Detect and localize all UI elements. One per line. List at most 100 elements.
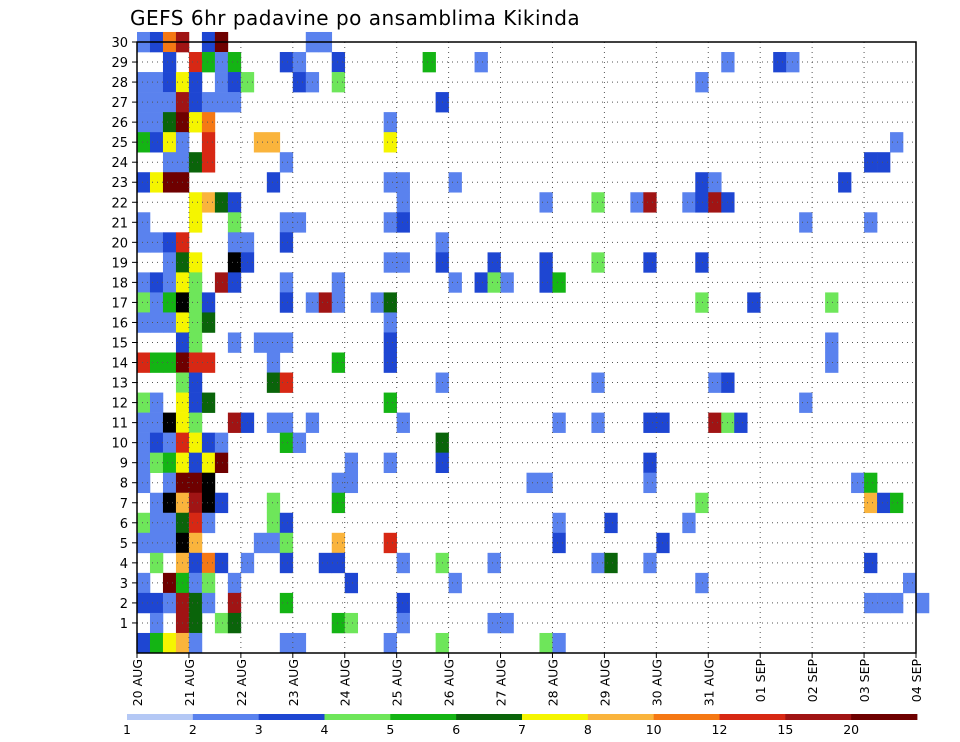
heatmap-cell xyxy=(396,412,410,433)
heatmap-cell xyxy=(383,392,397,413)
heatmap-cell xyxy=(188,452,203,474)
heatmap-cell xyxy=(201,132,216,153)
heatmap-cell xyxy=(188,72,203,93)
colorbar-label: 12 xyxy=(712,722,728,737)
heatmap-cell xyxy=(201,112,216,133)
heatmap-cell xyxy=(864,152,878,173)
heatmap-cell xyxy=(643,412,657,433)
y-tick-label: 20 xyxy=(111,236,128,251)
colorbar-swatch xyxy=(127,714,194,720)
heatmap-cell xyxy=(227,232,242,253)
heatmap-cell xyxy=(188,592,203,614)
heatmap-cell xyxy=(149,312,164,333)
heatmap-cell xyxy=(227,592,242,614)
heatmap-cell xyxy=(188,212,203,233)
heatmap-cell xyxy=(149,172,164,193)
heatmap-cell xyxy=(214,272,229,293)
heatmap-cell xyxy=(448,172,462,193)
x-tick-label: 02 SEP xyxy=(805,659,820,703)
heatmap-cell xyxy=(149,612,164,634)
colorbar-label: 3 xyxy=(255,722,263,737)
heatmap-cell xyxy=(137,292,151,313)
heatmap-cell xyxy=(188,92,203,113)
colorbar-label: 15 xyxy=(777,722,793,737)
heatmap-cell xyxy=(137,432,151,453)
heatmap-cell xyxy=(201,292,216,313)
heatmap-cell xyxy=(227,52,242,73)
heatmap-cell xyxy=(188,572,203,594)
y-tick-label: 18 xyxy=(111,276,128,291)
heatmap-cell xyxy=(188,492,203,514)
x-tick-label: 01 SEP xyxy=(753,659,768,703)
heatmap-cell xyxy=(162,252,177,273)
plot-frame xyxy=(136,41,917,654)
heatmap-cell xyxy=(201,192,216,213)
heatmap-cell xyxy=(331,72,346,93)
heatmap-cell xyxy=(279,412,294,433)
heatmap-cell xyxy=(149,432,164,453)
heatmap-cell xyxy=(591,372,605,393)
heatmap-cell xyxy=(214,612,229,634)
heatmap-cell xyxy=(137,472,151,494)
heatmap-cell xyxy=(137,112,151,133)
heatmap-cell xyxy=(539,472,553,494)
heatmap-cell xyxy=(279,332,294,353)
heatmap-cell xyxy=(227,212,242,233)
colorbar-swatch xyxy=(192,714,260,720)
heatmap-cell xyxy=(137,172,151,193)
heatmap-cell xyxy=(137,352,151,373)
colorbar-label: 8 xyxy=(584,722,592,737)
heatmap-cell xyxy=(162,172,177,193)
heatmap-cell xyxy=(149,392,164,413)
heatmap-cell xyxy=(487,272,501,293)
heatmap-cell xyxy=(890,592,904,614)
heatmap-cell xyxy=(149,492,164,514)
heatmap-cell xyxy=(214,92,229,113)
heatmap-cell xyxy=(331,492,346,514)
heatmap-cell xyxy=(188,272,203,293)
heatmap-cell xyxy=(137,232,151,253)
x-tick-label: 27 AUG xyxy=(494,659,509,706)
heatmap-cell xyxy=(903,572,917,594)
heatmap-cell xyxy=(292,52,307,73)
y-tick-label: 6 xyxy=(120,517,128,532)
heatmap-cell xyxy=(552,412,566,433)
heatmap-cell xyxy=(474,52,488,73)
y-axis: 1234567891011121314151617181920212223242… xyxy=(111,36,137,632)
heatmap-cell xyxy=(162,452,177,474)
colorbar-swatch xyxy=(390,714,457,720)
heatmap-cell xyxy=(526,472,540,494)
heatmap-cell xyxy=(188,192,203,213)
y-tick-label: 13 xyxy=(111,377,128,392)
heatmap-cell xyxy=(396,592,410,614)
heatmap-cell xyxy=(344,572,359,594)
y-tick-label: 7 xyxy=(120,497,128,512)
heatmap-cell xyxy=(708,372,722,393)
y-tick-label: 25 xyxy=(111,136,128,151)
heatmap-cell xyxy=(890,492,904,514)
y-tick-label: 8 xyxy=(120,477,128,492)
heatmap-cell xyxy=(331,52,346,73)
y-tick-label: 15 xyxy=(111,336,128,351)
heatmap-cell xyxy=(162,72,177,93)
heatmap-cell xyxy=(162,572,177,594)
heatmap-cell xyxy=(279,372,294,393)
colorbar-swatch xyxy=(456,714,523,720)
heatmap-cell xyxy=(604,552,618,574)
y-tick-label: 14 xyxy=(111,357,128,372)
heatmap-cell xyxy=(695,252,709,273)
x-tick-label: 20 AUG xyxy=(130,659,145,706)
x-tick-label: 30 AUG xyxy=(649,659,664,706)
colorbar-swatch xyxy=(258,714,325,720)
heatmap-cell xyxy=(227,252,242,273)
heatmap-cell xyxy=(149,412,164,433)
heatmap-cell xyxy=(175,632,190,654)
heatmap-cell xyxy=(266,492,281,514)
colorbar-label: 1 xyxy=(123,722,131,737)
heatmap-cell xyxy=(396,552,410,574)
heatmap-cell xyxy=(864,472,878,494)
heatmap-cell xyxy=(188,372,203,393)
heatmap-cell xyxy=(162,492,177,514)
heatmap-cell xyxy=(344,612,359,634)
heatmap-cell xyxy=(162,592,177,614)
